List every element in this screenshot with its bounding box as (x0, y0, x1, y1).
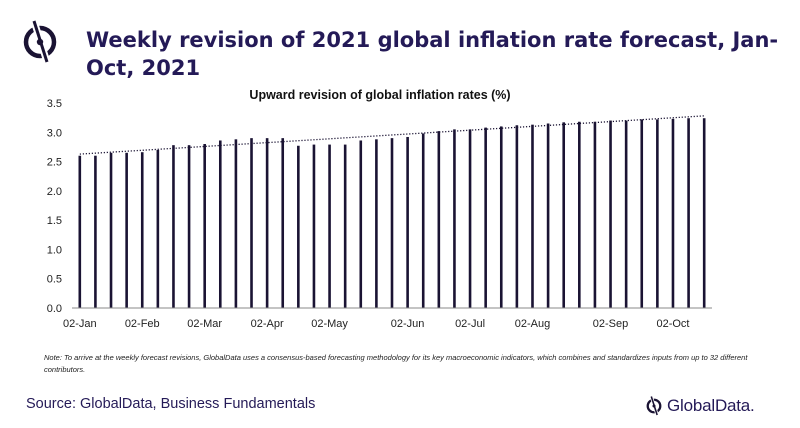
bar (140, 152, 144, 308)
x-tick-label: 02-Jan (63, 318, 97, 330)
bar (203, 144, 206, 308)
brand-logo: GlobalData. (645, 394, 755, 418)
brand-name: GlobalData. (667, 396, 755, 415)
x-tick-label: 02-Mar (187, 318, 222, 330)
y-tick-label: 2.0 (47, 186, 62, 198)
y-tick-label: 0.0 (47, 303, 62, 315)
bar (593, 121, 597, 308)
bar (187, 145, 191, 308)
bar (640, 119, 644, 309)
bar (531, 124, 534, 308)
bar (312, 144, 316, 308)
bar (671, 118, 675, 308)
bar (375, 139, 378, 308)
bar-chart: Upward revision of global inflation rate… (47, 88, 712, 330)
bar (281, 138, 285, 308)
bar (390, 138, 394, 308)
bar (109, 152, 113, 308)
bar (265, 138, 269, 308)
x-axis: 02-Jan 02-Feb 02-Mar 02-Apr 02-May 02-Jun 02-J… (63, 318, 689, 330)
bar (578, 121, 581, 308)
globaldata-logo-icon (23, 19, 57, 64)
bar (624, 120, 628, 308)
x-tick-label: 02-Jul (455, 318, 485, 330)
y-tick-label: 1.5 (47, 215, 62, 227)
bar (250, 138, 253, 308)
x-tick-label: 02-Feb (125, 318, 160, 330)
source-text: Source: GlobalData, Business Fundamental… (26, 396, 316, 412)
bar (343, 144, 347, 308)
bar (515, 125, 519, 308)
chart-title: Upward revision of global inflation rate… (249, 88, 510, 102)
footnote: Note: To arrive at the weekly forecast r… (44, 353, 748, 374)
bar (78, 155, 82, 308)
x-tick-label: 02-Aug (515, 318, 550, 330)
trendline (79, 115, 705, 155)
x-tick-label: 02-May (311, 318, 348, 330)
y-tick-label: 3.5 (47, 98, 62, 110)
bar (172, 145, 175, 308)
bar (468, 129, 472, 308)
bar (94, 155, 97, 308)
bar (125, 152, 128, 308)
bar (297, 145, 300, 308)
bar (453, 129, 456, 308)
bar (546, 123, 550, 308)
globaldata-brand-icon (646, 396, 662, 416)
y-tick-label: 3.0 (47, 127, 62, 139)
bar (702, 118, 706, 308)
bar (656, 119, 659, 309)
page-title: Weekly revision of 2021 global inflation… (86, 28, 779, 80)
x-tick-label: 02-Oct (656, 318, 689, 330)
bar (328, 144, 331, 308)
bar (499, 126, 503, 308)
y-tick-label: 0.5 (47, 274, 62, 286)
x-tick-label: 02-Sep (593, 318, 628, 330)
bar (406, 136, 409, 308)
bar (218, 140, 222, 308)
bar (687, 118, 690, 308)
bar (359, 140, 363, 308)
x-tick-label: 02-Jun (391, 318, 425, 330)
y-tick-label: 1.0 (47, 244, 62, 256)
x-tick-label: 02-Apr (251, 318, 284, 330)
bar (234, 139, 238, 308)
y-tick-label: 2.5 (47, 157, 62, 169)
bar (609, 120, 612, 308)
bar (437, 131, 441, 308)
y-axis: 0.0 0.5 1.0 1.5 2.0 2.5 3.0 3.5 (47, 98, 62, 315)
bar (156, 149, 160, 308)
bars (78, 118, 706, 309)
bar (421, 133, 425, 308)
bar (562, 122, 566, 308)
bar (484, 127, 487, 308)
